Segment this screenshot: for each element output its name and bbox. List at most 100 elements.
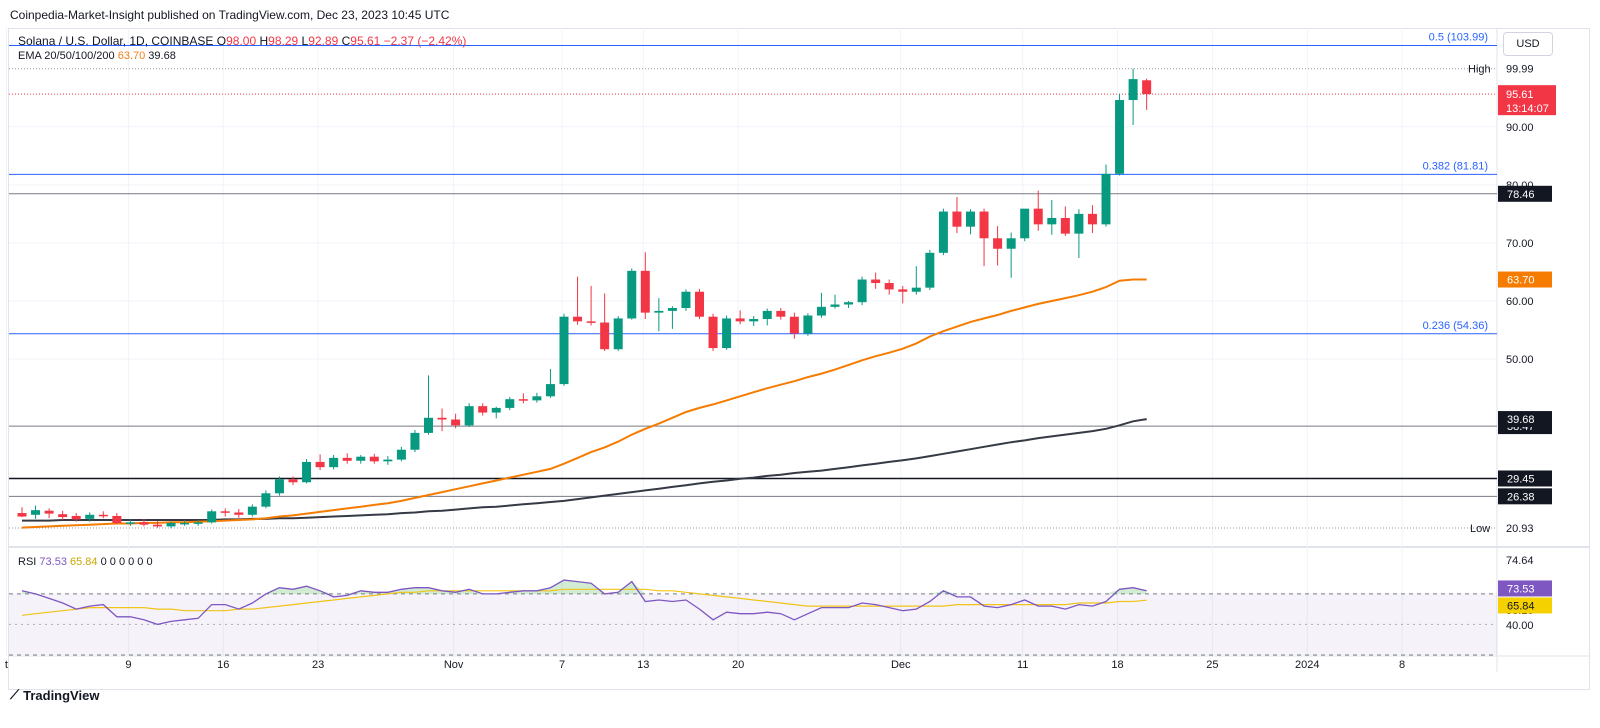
- ema200-value: 39.68: [148, 50, 176, 62]
- candle-body: [681, 291, 691, 308]
- candle-body: [938, 211, 948, 253]
- candle-body: [776, 310, 786, 317]
- candle-body: [857, 279, 867, 303]
- ema-label[interactable]: EMA 20/50/100/200: [18, 50, 115, 62]
- candle-body: [952, 211, 962, 227]
- candle-body: [898, 289, 908, 292]
- x-tick-label: 7: [559, 659, 565, 671]
- candle-body: [1074, 213, 1084, 234]
- level-tag: [1498, 470, 1552, 487]
- candle-body: [207, 511, 217, 523]
- tradingview-logo[interactable]: ⟋ TradingView: [10, 687, 99, 703]
- candle-body: [112, 515, 122, 523]
- candle-body: [85, 514, 95, 519]
- candle-body: [261, 493, 271, 507]
- high-value: 98.29: [268, 34, 299, 48]
- candle-body: [600, 322, 610, 350]
- currency-button[interactable]: USD: [1503, 32, 1553, 56]
- x-tick-label: 18: [1111, 659, 1123, 671]
- last-price-tag: [1498, 85, 1556, 116]
- candle-body: [464, 406, 474, 426]
- candle-body: [288, 479, 298, 483]
- candle-body: [654, 310, 664, 313]
- x-tick-label: 16: [217, 659, 229, 671]
- candle-body: [180, 522, 190, 525]
- candle-body: [1033, 208, 1043, 225]
- rsi-ma-line: [21, 588, 1147, 616]
- candle-body: [925, 252, 935, 288]
- candle-body: [478, 406, 488, 413]
- candle-body: [396, 449, 406, 460]
- low-label: L: [301, 34, 309, 48]
- candle-body: [816, 306, 826, 316]
- candle-body: [17, 513, 27, 517]
- x-tick-label: 20: [732, 659, 744, 671]
- candle-body: [247, 506, 257, 515]
- candle-body: [274, 479, 284, 494]
- x-tick-label: 25: [1206, 659, 1218, 671]
- candle-body: [667, 307, 677, 311]
- candle-body: [884, 283, 894, 290]
- candle-body: [722, 318, 732, 349]
- open-value: 98.00: [226, 34, 257, 48]
- rsi-legend: RSI 73.53 65.84 0 0 0 0 0 0: [18, 556, 153, 568]
- x-tick-label: t: [5, 659, 8, 671]
- candle-body: [1006, 238, 1016, 249]
- ema50-tag: [1498, 271, 1552, 288]
- symbol-name[interactable]: Solana / U.S. Dollar, 1D, COINBASE: [18, 34, 214, 48]
- candle-body: [505, 399, 515, 408]
- candle-body: [139, 522, 149, 525]
- y-tick-label: 90.00: [1506, 122, 1534, 134]
- x-tick-label: Nov: [444, 659, 464, 671]
- rsi-label[interactable]: RSI: [18, 556, 37, 568]
- candle-body: [573, 316, 583, 322]
- rsi-value: 73.53: [39, 556, 67, 568]
- tradingview-mark-icon: ⟋: [10, 687, 20, 702]
- candle-body: [329, 457, 339, 468]
- candle-body: [1142, 80, 1152, 95]
- rsi-extra-values: 0 0 0 0 0 0: [100, 556, 153, 568]
- candle-body: [410, 432, 420, 450]
- level-tag-label: 78.46: [1507, 189, 1535, 201]
- candle-body: [356, 456, 366, 461]
- level-tag: [1498, 488, 1552, 505]
- candle-body: [1020, 208, 1030, 239]
- symbol-legend: Solana / U.S. Dollar, 1D, COINBASE O98.0…: [18, 34, 466, 48]
- ema200-tag-label: 39.68: [1507, 414, 1535, 426]
- publisher-line: Coinpedia-Market-Insight published on Tr…: [10, 8, 450, 22]
- fib-level-label: 0.236 (54.36): [1423, 320, 1488, 332]
- y-tick-label: 60.00: [1506, 296, 1534, 308]
- candle-body: [830, 304, 840, 307]
- candle-body: [911, 287, 921, 292]
- level-tag-label: 26.38: [1507, 491, 1535, 503]
- low-value: 92.89: [308, 34, 339, 48]
- x-tick-label: 13: [637, 659, 649, 671]
- candle-body: [545, 384, 555, 397]
- high-value: 99.99: [1506, 64, 1534, 76]
- candle-body: [1060, 217, 1070, 234]
- candle-body: [491, 407, 501, 413]
- x-tick-label: 2024: [1295, 659, 1319, 671]
- x-tick-label: Dec: [891, 659, 911, 671]
- rsi-overbought-fill: [22, 580, 1147, 594]
- candle-body: [1087, 213, 1097, 225]
- high-label: H: [259, 34, 269, 48]
- rsi-value-tag-label: 73.53: [1507, 583, 1535, 595]
- last-price-value: 95.61: [1506, 89, 1534, 101]
- candle-body: [234, 512, 244, 515]
- close-value: 95.61: [350, 34, 381, 48]
- rsi-ma-tag: [1498, 597, 1552, 614]
- candle-body: [342, 457, 352, 461]
- candle-body: [532, 396, 542, 401]
- candle-body: [993, 238, 1003, 249]
- candle-body: [789, 316, 799, 334]
- fib-level-label: 0.5 (103.99): [1429, 31, 1488, 43]
- fib-level-label: 0.382 (81.81): [1423, 160, 1488, 172]
- change-value: −2.37 (−2.42%): [383, 34, 467, 48]
- candle-body: [708, 316, 718, 349]
- candle-body: [369, 456, 379, 462]
- candle-body: [762, 310, 772, 320]
- candle-body: [71, 515, 81, 520]
- x-tick-label: 11: [1017, 659, 1028, 671]
